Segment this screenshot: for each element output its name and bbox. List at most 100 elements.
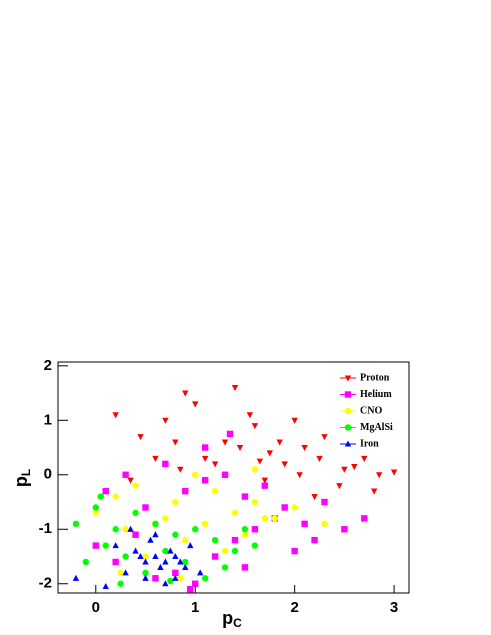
point bbox=[221, 564, 229, 571]
x-tick-label: 1 bbox=[191, 599, 199, 616]
point bbox=[162, 558, 169, 565]
point bbox=[241, 531, 249, 538]
point bbox=[172, 574, 179, 581]
point bbox=[375, 472, 383, 479]
y-tick-label: -1 bbox=[39, 520, 52, 537]
point bbox=[137, 434, 144, 441]
plot-frame bbox=[57, 361, 410, 594]
point bbox=[266, 450, 273, 457]
point bbox=[241, 526, 249, 533]
y-tick-label: -2 bbox=[39, 575, 52, 592]
point bbox=[182, 390, 189, 397]
point bbox=[201, 444, 209, 451]
y-tick-label: 0 bbox=[44, 466, 52, 483]
point bbox=[177, 558, 184, 565]
point bbox=[341, 466, 348, 473]
point bbox=[256, 458, 264, 465]
point bbox=[127, 477, 134, 484]
point bbox=[92, 509, 99, 517]
legend-marker bbox=[344, 407, 352, 415]
point bbox=[201, 477, 209, 484]
point bbox=[92, 542, 99, 549]
point bbox=[132, 547, 139, 554]
x-axis-label-text: p bbox=[222, 608, 233, 628]
point bbox=[221, 471, 229, 478]
point bbox=[182, 558, 189, 566]
point bbox=[177, 575, 184, 582]
point bbox=[167, 577, 174, 585]
point bbox=[296, 472, 303, 479]
point bbox=[321, 434, 328, 441]
point bbox=[261, 477, 269, 484]
point bbox=[177, 466, 184, 473]
x-axis-label: pC bbox=[222, 608, 242, 630]
point bbox=[281, 504, 288, 511]
point bbox=[167, 547, 174, 554]
point bbox=[172, 531, 179, 538]
point bbox=[132, 482, 139, 489]
point bbox=[82, 558, 90, 566]
point bbox=[192, 580, 199, 587]
point bbox=[162, 515, 169, 522]
point bbox=[281, 461, 288, 468]
point bbox=[301, 444, 308, 452]
point bbox=[152, 531, 159, 538]
point bbox=[172, 552, 179, 560]
point bbox=[162, 580, 169, 587]
point bbox=[221, 547, 229, 555]
legend-marker bbox=[344, 424, 352, 431]
point bbox=[142, 574, 149, 581]
point bbox=[172, 439, 179, 446]
point bbox=[201, 455, 209, 462]
x-axis-label-sub: C bbox=[233, 616, 242, 630]
point bbox=[192, 401, 199, 408]
point bbox=[251, 498, 259, 506]
point bbox=[142, 553, 149, 560]
point bbox=[122, 553, 129, 560]
legend-label: Helium bbox=[360, 389, 392, 400]
legend-label: Iron bbox=[360, 438, 379, 449]
point bbox=[127, 525, 134, 532]
point bbox=[132, 531, 139, 538]
point bbox=[201, 575, 209, 582]
point bbox=[192, 471, 199, 478]
point bbox=[291, 417, 298, 424]
marks bbox=[72, 385, 398, 593]
point bbox=[236, 444, 244, 452]
point bbox=[341, 526, 348, 533]
x-tick-label: 3 bbox=[390, 599, 398, 616]
point bbox=[211, 461, 219, 468]
point bbox=[251, 526, 259, 533]
point bbox=[72, 520, 80, 528]
x-tick-label: 2 bbox=[290, 599, 298, 616]
point bbox=[142, 504, 149, 511]
point bbox=[251, 542, 259, 549]
point bbox=[187, 585, 194, 593]
point bbox=[361, 515, 368, 522]
point bbox=[122, 526, 129, 533]
point bbox=[291, 547, 298, 555]
point bbox=[122, 471, 129, 478]
point bbox=[112, 558, 119, 566]
y-axis-label: pL bbox=[11, 469, 33, 487]
point bbox=[231, 536, 239, 544]
point bbox=[142, 558, 149, 565]
point bbox=[182, 536, 189, 544]
legend-label: MgAlSi bbox=[360, 422, 393, 433]
point bbox=[211, 553, 219, 560]
point bbox=[251, 423, 259, 430]
point bbox=[261, 482, 269, 489]
point bbox=[311, 536, 318, 544]
point bbox=[132, 509, 139, 517]
point bbox=[361, 455, 368, 462]
point bbox=[112, 412, 119, 419]
point bbox=[152, 552, 159, 560]
point bbox=[241, 564, 249, 571]
point bbox=[182, 563, 189, 570]
y-axis-label-sub: L bbox=[19, 469, 33, 476]
point bbox=[152, 575, 159, 582]
plot-border bbox=[57, 361, 410, 594]
legend-label: Proton bbox=[360, 372, 390, 383]
point bbox=[390, 469, 398, 476]
point bbox=[102, 542, 109, 549]
